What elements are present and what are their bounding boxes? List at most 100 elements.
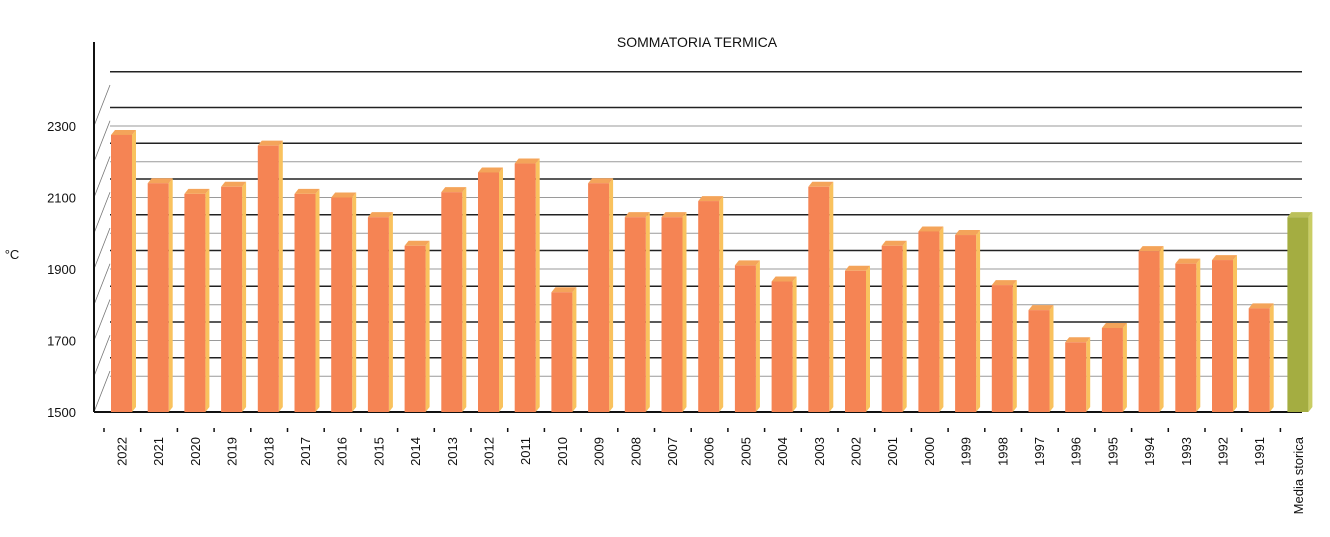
x-tick-label: 2010 <box>555 437 570 466</box>
bar-2020 <box>184 193 206 412</box>
x-tick-label: 1998 <box>995 437 1010 466</box>
y-tick-label: 1700 <box>47 334 76 349</box>
x-tick-label: 2018 <box>261 437 276 466</box>
bar-top <box>147 178 173 184</box>
bar-1991 <box>1248 308 1270 412</box>
bar-side <box>1122 322 1127 412</box>
bar-side <box>168 178 173 412</box>
x-tick-label: 1994 <box>1142 437 1157 466</box>
x-tick-label: 1995 <box>1105 437 1120 466</box>
bar-side <box>1269 303 1274 412</box>
grid-diagonal <box>93 192 111 234</box>
bar-top <box>955 230 981 236</box>
bar-2000 <box>918 231 940 412</box>
bar-top <box>478 167 503 173</box>
bar-side <box>572 287 577 412</box>
bar-2012 <box>478 172 499 412</box>
bar-top <box>808 181 834 187</box>
bar-top <box>257 140 283 146</box>
bar-top <box>991 280 1017 286</box>
bar-2003 <box>808 186 830 412</box>
bar-2022 <box>111 134 132 412</box>
bar-media-storica <box>1287 217 1309 412</box>
bar-top <box>551 287 577 293</box>
bar-side <box>242 181 247 412</box>
grid-diagonal <box>93 335 111 377</box>
x-tick-label: 2013 <box>445 437 460 466</box>
bar-top <box>367 212 393 218</box>
grid-diagonal <box>93 120 111 162</box>
x-tick-label: Media storica <box>1291 436 1306 514</box>
bar-2001 <box>881 245 903 412</box>
bar-2007 <box>661 217 683 412</box>
x-tick-label: 2001 <box>885 437 900 466</box>
bar-2018 <box>257 145 279 412</box>
bar-2004 <box>771 281 793 412</box>
bar-side <box>755 260 760 412</box>
x-tick-label: 2014 <box>408 437 423 466</box>
x-tick-label: 2008 <box>628 437 643 466</box>
bar-1999 <box>955 235 977 412</box>
bar-top <box>1287 212 1313 218</box>
x-tick-label: 1997 <box>1032 437 1047 466</box>
bar-top <box>771 276 797 282</box>
bar-top <box>918 226 944 232</box>
grid-diagonal <box>93 299 111 341</box>
bar-1997 <box>1028 310 1050 412</box>
bar-2005 <box>734 265 756 412</box>
x-tick-label: 2011 <box>518 437 533 465</box>
bar-side <box>1308 212 1313 412</box>
y-tick-label: 2300 <box>47 119 76 134</box>
bar-side <box>1196 258 1201 412</box>
bar-2013 <box>441 192 463 412</box>
y-tick-label: 1900 <box>47 262 76 277</box>
bar-side <box>902 240 907 412</box>
bar-side <box>1159 246 1164 412</box>
x-tick-label: 1999 <box>959 437 974 466</box>
bar-top <box>845 265 870 271</box>
bar-top <box>331 192 357 198</box>
bar-side <box>499 167 503 412</box>
x-tick-labels: 2022 2021 2020 2019 2018 2017 2016 2015 2014 2013… <box>103 428 1306 514</box>
bar-side <box>976 230 981 412</box>
bar-top <box>1101 322 1127 328</box>
bar-side <box>719 196 724 412</box>
x-tick-label: 2017 <box>298 437 313 466</box>
bar-1996 <box>1065 342 1087 412</box>
bar-side <box>205 188 210 412</box>
x-tick-label: 2020 <box>188 437 203 466</box>
grid-diagonal <box>93 84 111 127</box>
bar-side <box>352 192 357 412</box>
bar-2006 <box>698 201 720 412</box>
bar-2016 <box>331 197 353 412</box>
bar-2002 <box>845 270 866 412</box>
bar-top <box>514 158 540 164</box>
bar-2021 <box>147 183 169 412</box>
x-tick-label: 2015 <box>371 437 386 466</box>
bar-side <box>609 178 614 412</box>
bar-top <box>441 187 467 193</box>
bar-top <box>184 188 210 194</box>
bar-top <box>1065 337 1091 343</box>
x-tick-label: 2000 <box>922 437 937 466</box>
x-tick-label: 2019 <box>225 437 240 466</box>
chart-title: SOMMATORIA TERMICA <box>617 34 778 50</box>
x-tick-label: 2004 <box>775 437 790 466</box>
y-tick-label: 2100 <box>47 191 76 206</box>
grid-diagonal <box>93 263 111 305</box>
bar-2019 <box>221 186 243 412</box>
x-tick-label: 1996 <box>1069 437 1084 466</box>
bar-1994 <box>1138 251 1160 412</box>
grid-diagonal <box>93 370 111 413</box>
bar-side <box>1049 305 1054 412</box>
bar-side <box>829 181 834 412</box>
bar-1998 <box>991 285 1013 412</box>
x-tick-label: 2007 <box>665 437 680 466</box>
bar-top <box>698 196 724 202</box>
x-tick-label: 2021 <box>151 437 166 466</box>
x-tick-label: 1991 <box>1252 437 1267 466</box>
bar-side <box>388 212 393 412</box>
bar-top <box>624 212 650 218</box>
bar-1992 <box>1212 260 1233 412</box>
